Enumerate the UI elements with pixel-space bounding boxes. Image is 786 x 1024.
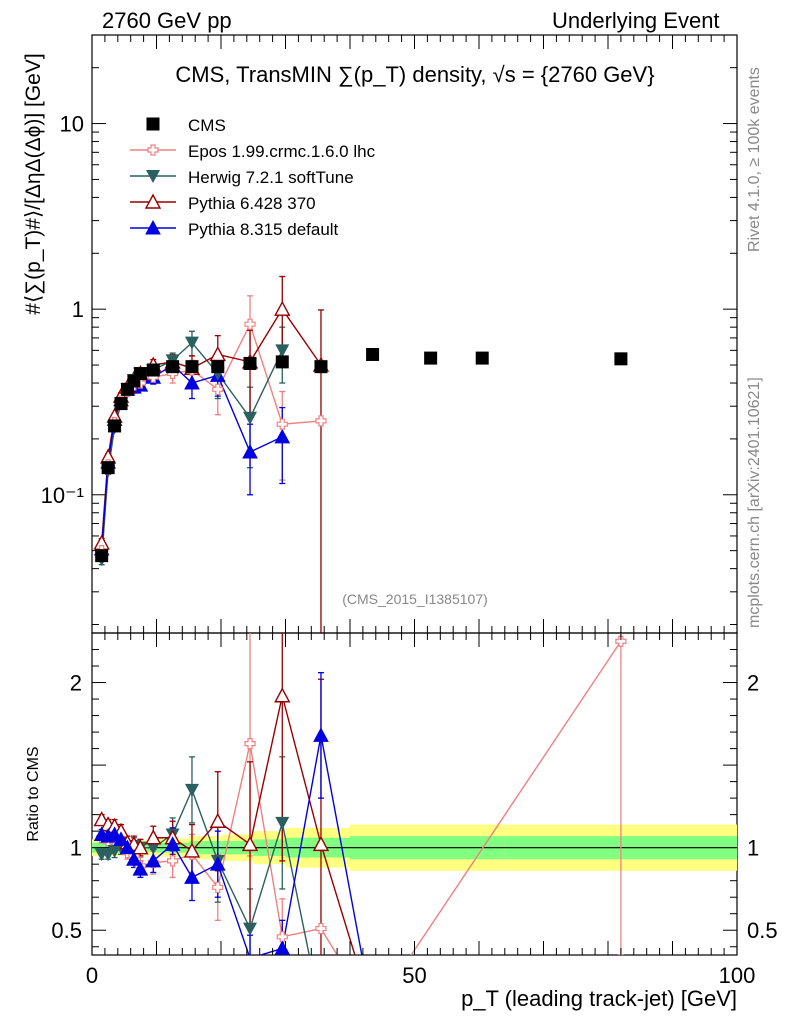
data-point-cms <box>185 360 199 374</box>
ratio-point-herwig <box>243 922 258 936</box>
data-point-epos <box>276 418 288 430</box>
data-point-pythia8 <box>274 428 291 444</box>
ratio-point-herwig <box>184 783 199 797</box>
ratio-point-pythia8 <box>274 940 291 955</box>
data-point-cms <box>475 351 489 365</box>
y-tick-label: 10⁻¹ <box>41 483 84 508</box>
ratio-y-tick-label: 2 <box>70 671 82 696</box>
data-point-herwig <box>243 411 258 425</box>
ratio-point-pythia8 <box>145 852 162 868</box>
ratio-point-pythia6 <box>209 812 226 828</box>
ratio-frame <box>91 632 738 956</box>
data-point-cms <box>366 347 380 361</box>
x-tick-label: 100 <box>719 963 756 988</box>
data-point-pythia8 <box>184 374 200 390</box>
ratio-point-pythia6 <box>145 829 162 845</box>
data-point-cms <box>275 355 289 369</box>
ratio-plot-area <box>92 633 737 955</box>
ratio-line-herwig <box>101 787 310 955</box>
data-point-cms <box>108 419 122 433</box>
y-tick-label: 1 <box>72 297 84 322</box>
legend-marker-cms <box>146 117 160 131</box>
ratio-point-epos <box>615 635 627 647</box>
data-point-cms <box>614 352 628 366</box>
ratio-point-pythia8 <box>184 869 200 884</box>
header-right: Underlying Event <box>552 8 720 33</box>
data-point-cms <box>424 351 438 365</box>
data-point-cms <box>101 461 115 475</box>
ratio-point-epos <box>276 931 288 943</box>
legend-marker-epos <box>147 144 159 156</box>
ratio-point-pythia8 <box>126 851 142 866</box>
data-point-epos <box>212 383 224 395</box>
ratio-y-tick-label-right: 0.5 <box>747 918 778 943</box>
data-point-pythia6 <box>274 300 291 316</box>
ratio-point-pythia6 <box>132 839 149 855</box>
legend-label-cms: CMS <box>188 116 226 135</box>
x-tick-label: 50 <box>402 963 426 988</box>
ratio-point-pythia8 <box>209 856 226 871</box>
data-point-cms <box>243 356 257 370</box>
legend-label-pythia8: Pythia 8.315 default <box>188 220 339 239</box>
legend-marker-pythia6 <box>144 193 162 209</box>
data-point-pythia8 <box>242 443 258 459</box>
ratio-point-herwig <box>146 841 161 855</box>
ratio-y-tick-label-right: 1 <box>747 836 759 861</box>
ratio-point-epos <box>212 881 224 893</box>
ratio-point-pythia8 <box>132 861 149 876</box>
data-point-epos <box>244 318 256 330</box>
analysis-tag: (CMS_2015_I1385107) <box>342 591 488 607</box>
ratio-y-axis-label: Ratio to CMS <box>25 746 42 841</box>
main-plot-area <box>93 275 628 633</box>
main-panel: CMS Epos 1.99.crmc.1.6.0 lhc Herwig 7.2.1 … <box>91 34 738 634</box>
ratio-point-herwig <box>275 816 290 830</box>
ratio-point-epos <box>167 855 179 867</box>
legend-label-pythia6: Pythia 6.428 370 <box>188 194 316 213</box>
legend-marker-herwig <box>146 170 160 183</box>
series-line-pythia6 <box>100 307 322 544</box>
legend-label-herwig: Herwig 7.2.1 softTune <box>188 168 354 187</box>
x-tick-label: 0 <box>86 963 98 988</box>
ratio-point-pythia6 <box>274 687 291 703</box>
ratio-point-pythia8 <box>313 727 329 742</box>
ratio-panel <box>91 632 738 956</box>
x-axis-label: p_T (leading track-jet) [GeV] <box>461 986 737 1011</box>
ratio-point-epos <box>244 738 256 750</box>
ratio-y-tick-label: 0.5 <box>51 918 82 943</box>
data-point-pythia6 <box>209 346 226 362</box>
ratio-point-pythia6 <box>312 835 330 852</box>
header-left: 2760 GeV pp <box>102 8 232 33</box>
data-point-cms <box>211 360 225 374</box>
data-point-cms <box>95 549 109 563</box>
data-point-cms <box>114 397 128 411</box>
ratio-point-pythia6 <box>183 842 201 858</box>
ratio-point-pythia8 <box>119 839 136 855</box>
ratio-point-epos <box>315 922 327 935</box>
chart-title: CMS, TransMIN ∑(p_T) density, √s = {2760… <box>175 62 654 87</box>
legend-label-epos: Epos 1.99.crmc.1.6.0 lhc <box>188 142 376 161</box>
ratio-y-tick-label: 1 <box>70 836 82 861</box>
data-point-epos <box>315 415 327 427</box>
y-tick-label: 10 <box>60 112 84 137</box>
data-point-herwig <box>275 344 290 358</box>
ratio-point-pythia8 <box>164 836 181 851</box>
ratio-y-tick-label-right: 2 <box>747 671 759 696</box>
data-point-cms <box>314 360 328 374</box>
ratio-point-pythia6 <box>241 835 259 852</box>
data-point-herwig <box>184 336 199 350</box>
data-point-cms <box>146 363 160 377</box>
legend-marker-pythia8 <box>145 219 161 235</box>
data-point-cms <box>133 367 147 381</box>
ratio-point-pythia8 <box>113 831 129 846</box>
y-axis-label: #⟨∑(p_T)#⟩/[ΔηΔ(Δϕ)] [GeV] <box>22 53 45 314</box>
data-point-cms <box>166 360 180 374</box>
